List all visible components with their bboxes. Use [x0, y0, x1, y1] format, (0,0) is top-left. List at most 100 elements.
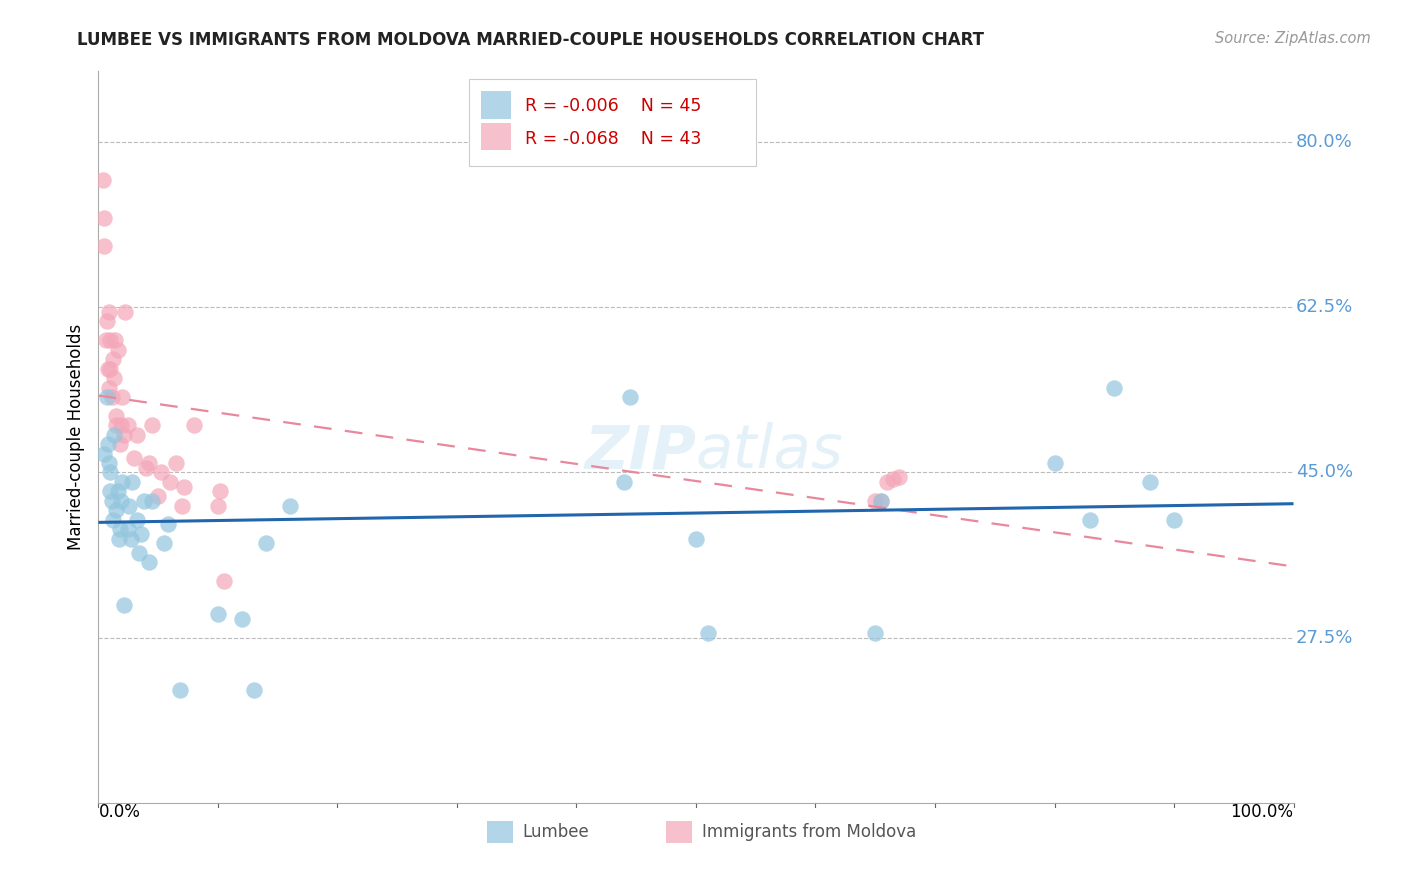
- Point: [148, 489, 170, 503]
- Point: [165, 456, 187, 470]
- Point: [870, 493, 893, 508]
- Text: Immigrants from Moldova: Immigrants from Moldova: [702, 823, 917, 841]
- Point: [865, 626, 887, 640]
- Point: [101, 513, 124, 527]
- Point: [104, 334, 127, 348]
- Point: [94, 334, 117, 348]
- Text: 45.0%: 45.0%: [1296, 464, 1353, 482]
- Point: [1043, 456, 1066, 470]
- Bar: [486, 821, 513, 843]
- Text: R = -0.006    N = 45: R = -0.006 N = 45: [524, 97, 702, 115]
- Point: [103, 427, 125, 442]
- Text: 80.0%: 80.0%: [1296, 133, 1353, 151]
- Point: [207, 607, 229, 621]
- Point: [117, 522, 139, 536]
- Point: [889, 470, 911, 484]
- Point: [114, 305, 136, 319]
- Point: [108, 437, 131, 451]
- Point: [685, 532, 707, 546]
- Point: [876, 475, 898, 489]
- Point: [111, 475, 134, 489]
- Point: [118, 499, 141, 513]
- Point: [1080, 513, 1102, 527]
- Point: [135, 460, 157, 475]
- Point: [100, 390, 122, 404]
- Point: [231, 612, 253, 626]
- Point: [93, 211, 115, 225]
- Point: [105, 503, 128, 517]
- Point: [169, 682, 191, 697]
- Point: [108, 522, 131, 536]
- Point: [105, 409, 128, 423]
- Text: 27.5%: 27.5%: [1296, 629, 1354, 647]
- Point: [120, 532, 142, 546]
- Point: [121, 475, 143, 489]
- Text: 62.5%: 62.5%: [1296, 298, 1353, 317]
- Point: [112, 427, 135, 442]
- Point: [697, 626, 720, 640]
- Bar: [666, 821, 692, 843]
- Point: [107, 343, 129, 357]
- Point: [141, 493, 163, 508]
- Y-axis label: Married-couple Households: Married-couple Households: [66, 324, 84, 550]
- Point: [111, 390, 134, 404]
- Point: [138, 456, 160, 470]
- Point: [110, 493, 132, 508]
- Point: [101, 352, 124, 367]
- Point: [93, 447, 115, 461]
- Point: [124, 451, 146, 466]
- Point: [97, 361, 120, 376]
- Point: [619, 390, 641, 404]
- Point: [173, 480, 195, 494]
- Bar: [481, 91, 510, 119]
- Point: [100, 493, 122, 508]
- Point: [209, 484, 232, 499]
- Point: [138, 555, 160, 569]
- Point: [98, 456, 121, 470]
- Point: [153, 536, 176, 550]
- Point: [1139, 475, 1161, 489]
- Point: [107, 532, 129, 546]
- Point: [882, 472, 904, 486]
- Point: [98, 484, 122, 499]
- Point: [117, 418, 139, 433]
- Point: [159, 475, 181, 489]
- Text: atlas: atlas: [696, 422, 844, 481]
- Text: Lumbee: Lumbee: [523, 823, 589, 841]
- Point: [131, 526, 153, 541]
- Point: [149, 466, 172, 480]
- FancyBboxPatch shape: [470, 78, 756, 167]
- Point: [91, 173, 114, 187]
- Point: [107, 484, 129, 499]
- Point: [105, 418, 128, 433]
- Point: [278, 499, 301, 513]
- Text: Source: ZipAtlas.com: Source: ZipAtlas.com: [1215, 31, 1371, 46]
- Point: [112, 598, 135, 612]
- Point: [96, 314, 118, 328]
- Point: [183, 418, 205, 433]
- Point: [141, 418, 163, 433]
- Bar: [481, 122, 510, 151]
- Point: [243, 682, 266, 697]
- Point: [125, 427, 148, 442]
- Point: [207, 499, 229, 513]
- Point: [613, 475, 636, 489]
- Point: [98, 361, 122, 376]
- Point: [212, 574, 235, 588]
- Point: [172, 499, 194, 513]
- Text: LUMBEE VS IMMIGRANTS FROM MOLDOVA MARRIED-COUPLE HOUSEHOLDS CORRELATION CHART: LUMBEE VS IMMIGRANTS FROM MOLDOVA MARRIE…: [77, 31, 984, 49]
- Point: [125, 513, 148, 527]
- Point: [132, 493, 155, 508]
- Text: 100.0%: 100.0%: [1230, 803, 1294, 821]
- Point: [110, 418, 132, 433]
- Point: [870, 493, 893, 508]
- Point: [1104, 380, 1126, 394]
- Text: ZIP: ZIP: [583, 422, 696, 481]
- Point: [97, 437, 120, 451]
- Text: R = -0.068    N = 43: R = -0.068 N = 43: [524, 129, 702, 148]
- Point: [93, 239, 115, 253]
- Point: [1163, 513, 1185, 527]
- Point: [98, 380, 121, 394]
- Point: [98, 334, 122, 348]
- Point: [865, 493, 887, 508]
